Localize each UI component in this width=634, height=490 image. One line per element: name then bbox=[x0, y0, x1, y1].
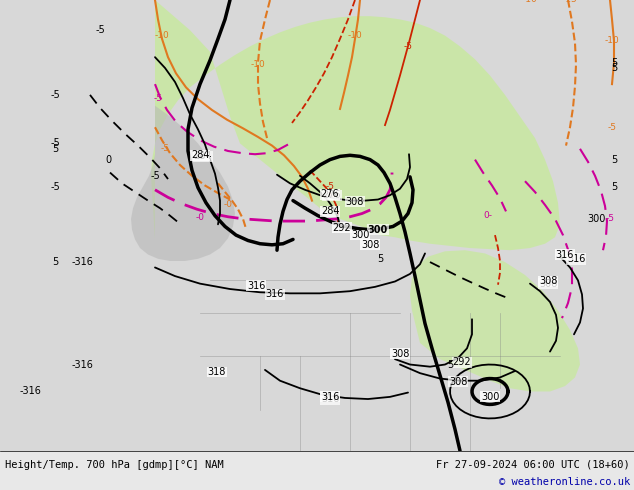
Text: -5: -5 bbox=[50, 90, 60, 100]
Text: 308: 308 bbox=[539, 276, 557, 287]
Text: 276: 276 bbox=[323, 190, 341, 200]
Text: 5: 5 bbox=[611, 182, 617, 192]
Text: -5: -5 bbox=[50, 182, 60, 192]
Text: 316: 316 bbox=[321, 394, 339, 404]
Text: 318: 318 bbox=[208, 367, 226, 377]
Text: 300: 300 bbox=[368, 225, 388, 235]
Text: -5: -5 bbox=[605, 215, 614, 223]
Text: 292: 292 bbox=[453, 357, 471, 368]
Text: 316: 316 bbox=[321, 392, 339, 402]
Text: -5: -5 bbox=[153, 94, 162, 102]
Text: -10: -10 bbox=[155, 31, 169, 40]
Text: 308: 308 bbox=[361, 240, 379, 250]
Text: 292: 292 bbox=[333, 222, 351, 233]
Polygon shape bbox=[151, 0, 560, 250]
Text: 5: 5 bbox=[447, 360, 453, 369]
Text: 0: 0 bbox=[105, 155, 111, 165]
Text: 5: 5 bbox=[377, 254, 383, 264]
Text: -10: -10 bbox=[250, 60, 266, 69]
Text: -10: -10 bbox=[605, 36, 619, 46]
Text: 284: 284 bbox=[321, 206, 339, 217]
Text: 284: 284 bbox=[194, 151, 212, 161]
Text: 5: 5 bbox=[611, 63, 617, 73]
Text: 284: 284 bbox=[191, 150, 209, 160]
Text: 300: 300 bbox=[588, 214, 606, 224]
Text: 316: 316 bbox=[247, 281, 265, 291]
Text: -316: -316 bbox=[71, 360, 93, 369]
Text: -5: -5 bbox=[50, 139, 60, 148]
Text: 308: 308 bbox=[539, 279, 557, 289]
Text: -5: -5 bbox=[325, 182, 335, 191]
Text: 276: 276 bbox=[321, 189, 339, 199]
Text: 308: 308 bbox=[391, 349, 409, 359]
Text: -0: -0 bbox=[195, 213, 205, 222]
Text: -316: -316 bbox=[71, 257, 93, 267]
Text: 5: 5 bbox=[52, 144, 58, 154]
Text: 300: 300 bbox=[481, 392, 499, 402]
Polygon shape bbox=[131, 106, 235, 261]
Text: -5: -5 bbox=[607, 123, 616, 132]
Text: -5: -5 bbox=[403, 42, 413, 51]
Text: 308: 308 bbox=[346, 196, 364, 207]
Text: -0: -0 bbox=[224, 200, 233, 209]
Text: -316: -316 bbox=[19, 387, 41, 396]
Text: Height/Temp. 700 hPa [gdmp][°C] NAM: Height/Temp. 700 hPa [gdmp][°C] NAM bbox=[5, 460, 224, 470]
Text: -10: -10 bbox=[347, 31, 363, 40]
Text: -5: -5 bbox=[95, 25, 105, 35]
Text: 5: 5 bbox=[52, 257, 58, 267]
Text: Fr 27-09-2024 06:00 UTC (18+60): Fr 27-09-2024 06:00 UTC (18+60) bbox=[436, 460, 630, 470]
Text: -5: -5 bbox=[150, 171, 160, 181]
Text: -15: -15 bbox=[562, 0, 578, 4]
Text: 316: 316 bbox=[567, 254, 585, 264]
Text: © weatheronline.co.uk: © weatheronline.co.uk bbox=[499, 477, 630, 487]
Text: -5: -5 bbox=[160, 145, 169, 153]
Text: 308: 308 bbox=[449, 377, 467, 387]
Text: 300: 300 bbox=[351, 230, 369, 240]
Text: 5: 5 bbox=[611, 57, 617, 68]
Text: 316: 316 bbox=[266, 290, 284, 299]
Text: 5: 5 bbox=[611, 155, 617, 165]
Text: -10: -10 bbox=[522, 0, 538, 4]
Polygon shape bbox=[410, 250, 580, 392]
Text: 0-: 0- bbox=[484, 211, 493, 220]
Text: 316: 316 bbox=[556, 249, 574, 260]
